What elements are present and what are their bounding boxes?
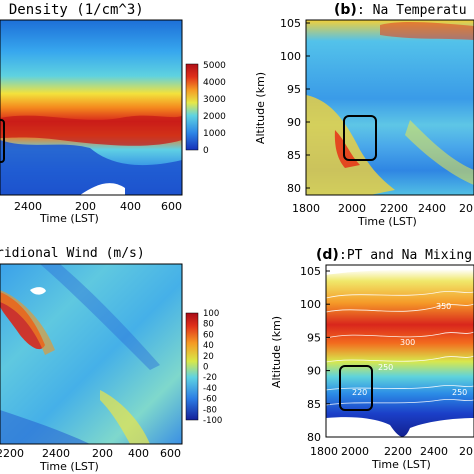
- colorbar-tick: -20: [203, 373, 217, 383]
- x-tick-label: 200: [75, 200, 96, 213]
- y-tick-label: 80: [287, 182, 301, 195]
- colorbar-tick: 5000: [203, 61, 226, 71]
- x-tick-label: 2400: [420, 445, 448, 458]
- colorbar-tick: 3000: [203, 95, 226, 105]
- y-tick-label: 85: [307, 398, 321, 411]
- colorbar-tick: -60: [203, 395, 217, 405]
- panel-a-heatmap: [0, 20, 182, 195]
- x-tick-label: 600: [161, 200, 182, 213]
- y-tick-label: 90: [307, 365, 321, 378]
- y-tick-label: 100: [280, 50, 301, 63]
- colorbar-tick: 4000: [203, 78, 226, 88]
- x-tick-label: 2000: [341, 445, 369, 458]
- x-tick-label: 2000: [338, 202, 366, 215]
- panel-b-title: : Na Temperatu: [357, 3, 467, 18]
- x-tick-label: 2200: [380, 202, 408, 215]
- colorbar-tick: 40: [203, 341, 214, 351]
- x-tick-label: 400: [128, 447, 149, 460]
- panel-d: (d) :PT and Na Mixing 350 300 250 220 25…: [270, 247, 474, 471]
- y-tick-label: 95: [287, 83, 301, 96]
- panel-b-xticks: 1800 2000 2200 2400 20: [292, 202, 473, 215]
- colorbar-tick: 2000: [203, 112, 226, 122]
- panel-d-xticks: 1800 2000 2200 2400 20: [310, 445, 473, 458]
- panel-a-colorbar: 5000 4000 3000 2000 1000 0: [185, 61, 226, 156]
- panel-d-heatmap: 350 300 250 220 250: [326, 265, 474, 437]
- x-tick-label: 2400: [14, 200, 42, 213]
- panel-d-title: :PT and Na Mixing: [339, 248, 472, 263]
- panel-b-heatmap: [306, 20, 474, 195]
- x-tick-label: 2200: [384, 445, 412, 458]
- colorbar-tick: -40: [203, 384, 217, 394]
- x-tick-label: 20: [459, 202, 473, 215]
- x-tick-label: 400: [120, 200, 141, 213]
- panel-c-xticks: 2200 2400 200 400 600: [0, 447, 181, 460]
- y-tick-label: 85: [287, 149, 301, 162]
- panel-c-title: ridional Wind (m/s): [0, 246, 145, 261]
- x-tick-label: 2400: [418, 202, 446, 215]
- panel-a-xlabel: Time (LST): [39, 212, 99, 225]
- panel-a: a Density (1/cm^3) 2400 200 400 600 Time…: [0, 2, 226, 225]
- x-tick-label: 1800: [310, 445, 338, 458]
- colorbar-tick: 0: [203, 146, 209, 156]
- y-tick-label: 105: [280, 17, 301, 30]
- colorbar-tick: 1000: [203, 129, 226, 139]
- panel-c: ridional Wind (m/s) 2200 2400 200 400 60…: [0, 246, 222, 473]
- colorbar-tick: -80: [203, 405, 217, 415]
- contour-label: 300: [400, 338, 415, 347]
- colorbar-tick: 80: [203, 320, 214, 330]
- panel-b-letter: (b): [334, 2, 357, 18]
- x-tick-label: 1800: [292, 202, 320, 215]
- panel-c-heatmap: [0, 264, 182, 444]
- x-tick-label: 600: [160, 447, 181, 460]
- panel-a-title: a Density (1/cm^3): [0, 2, 144, 18]
- y-tick-label: 80: [307, 431, 321, 444]
- contour-label: 350: [436, 302, 451, 311]
- panel-a-xticks: 2400 200 400 600: [14, 200, 182, 213]
- colorbar-tick: 20: [203, 352, 214, 362]
- panel-b-yticks: 80 85 90 95 100 105: [280, 17, 310, 195]
- y-tick-label: 105: [300, 265, 321, 278]
- panel-d-ylabel: Altitude (km): [270, 316, 283, 388]
- panel-d-letter: (d): [316, 247, 339, 263]
- x-tick-label: 2200: [0, 447, 24, 460]
- panel-d-yticks: 80 85 90 95 100 105: [300, 265, 330, 444]
- contour-label: 250: [378, 363, 393, 372]
- colorbar-tick: 0: [203, 363, 208, 373]
- contour-label: 250: [452, 388, 467, 397]
- colorbar-tick: 60: [203, 330, 214, 340]
- y-tick-label: 100: [300, 298, 321, 311]
- x-tick-label: 20: [459, 445, 473, 458]
- panel-c-xlabel: Time (LST): [39, 460, 99, 473]
- panel-b-ylabel: Altitude (km): [254, 72, 267, 144]
- panel-b: (b) : Na Temperatu 80 85 90 95 100 105 Altitu…: [254, 2, 474, 228]
- colorbar-tick: -100: [203, 416, 222, 426]
- x-tick-label: 2400: [42, 447, 70, 460]
- panel-d-xlabel: Time (LST): [371, 458, 431, 471]
- panel-b-xlabel: Time (LST): [357, 215, 417, 228]
- y-tick-label: 90: [287, 116, 301, 129]
- y-tick-label: 95: [307, 331, 321, 344]
- contour-label: 220: [352, 388, 367, 397]
- colorbar-tick: 100: [203, 309, 219, 319]
- x-tick-label: 200: [92, 447, 113, 460]
